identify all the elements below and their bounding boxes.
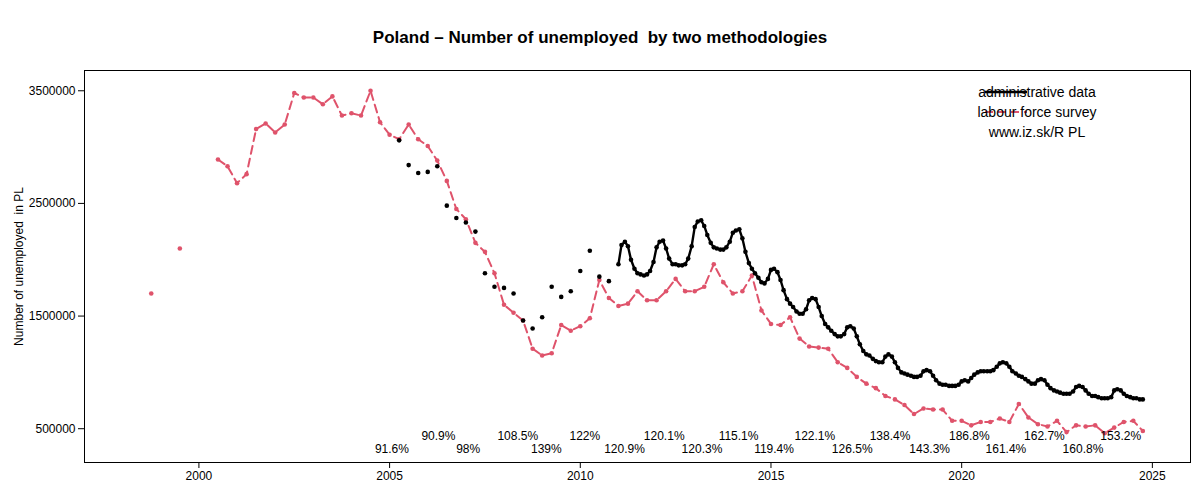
svg-text:115.1%: 115.1%: [719, 429, 759, 443]
svg-text:2025: 2025: [1139, 469, 1166, 483]
svg-text:153.2%: 153.2%: [1100, 429, 1141, 443]
svg-text:91.6%: 91.6%: [375, 442, 409, 456]
svg-text:2000: 2000: [186, 469, 213, 483]
svg-text:119.4%: 119.4%: [754, 442, 794, 456]
svg-text:1500000: 1500000: [29, 309, 76, 323]
svg-text:161.4%: 161.4%: [986, 442, 1027, 456]
svg-text:143.3%: 143.3%: [909, 442, 950, 456]
svg-text:3500000: 3500000: [29, 84, 76, 98]
svg-text:122%: 122%: [570, 429, 601, 443]
svg-text:labour force survey: labour force survey: [977, 104, 1096, 120]
svg-text:2010: 2010: [567, 469, 594, 483]
svg-text:122.1%: 122.1%: [794, 429, 835, 443]
svg-text:2015: 2015: [758, 469, 785, 483]
svg-text:2020: 2020: [948, 469, 975, 483]
svg-text:120.3%: 120.3%: [682, 442, 723, 456]
svg-text:160.8%: 160.8%: [1063, 442, 1104, 456]
svg-text:98%: 98%: [456, 442, 480, 456]
svg-text:139%: 139%: [531, 442, 562, 456]
svg-text:186.8%: 186.8%: [949, 429, 990, 443]
svg-text:108.5%: 108.5%: [497, 429, 539, 444]
html-text:Poland – Number of unemployed: Poland – Number of unemployed by two met…: [372, 28, 828, 47]
svg-text:120.1%: 120.1%: [644, 429, 685, 443]
svg-text:2005: 2005: [376, 469, 403, 483]
svg-text:126.5%: 126.5%: [832, 442, 873, 456]
svg-text:2500000: 2500000: [29, 196, 76, 210]
svg-text:138.4%: 138.4%: [870, 429, 911, 443]
svg-text:500000: 500000: [35, 422, 75, 436]
svg-text:90.9%: 90.9%: [421, 429, 455, 443]
svg-text:Number of unemployed in PL: Number of unemployed in PL: [12, 187, 26, 346]
svg-text:162.7%: 162.7%: [1024, 429, 1065, 443]
svg-text:administrative data: administrative data: [978, 84, 1096, 100]
svg-text:120.9%: 120.9%: [604, 442, 645, 456]
svg-text:www.iz.sk/R PL: www.iz.sk/R PL: [988, 124, 1086, 140]
